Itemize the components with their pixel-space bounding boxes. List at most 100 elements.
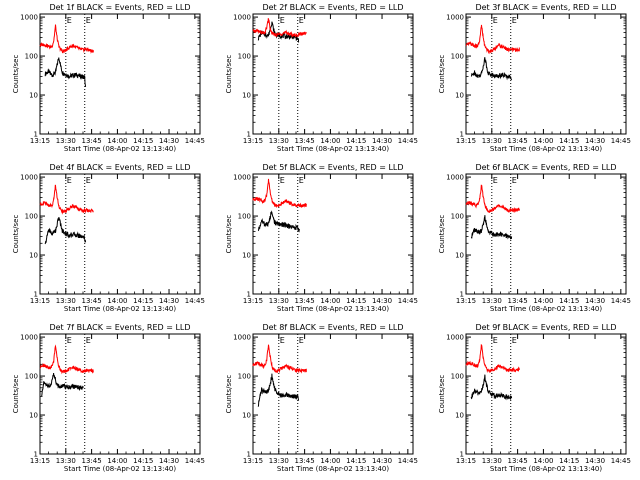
x-tick-label: 13:45 (295, 137, 315, 145)
series-lld-line (252, 178, 307, 209)
series-events-line (257, 373, 300, 407)
y-tick-label: 1 (247, 131, 251, 139)
x-tick-label: 14:15 (346, 457, 366, 465)
series-lld-line (39, 184, 94, 215)
x-tick-label: 13:45 (508, 137, 528, 145)
y-tick-label: 1 (247, 291, 251, 299)
y-tick-label: 1000 (20, 14, 38, 22)
x-tick-label: 14:45 (398, 297, 418, 305)
panel-det-8: Det 8f BLACK = Events, RED = LLD 1 10 100 10… (225, 323, 418, 473)
y-tick-label: 1 (34, 451, 38, 459)
x-tick-label: 13:45 (295, 457, 315, 465)
plot-frame (252, 13, 414, 135)
y-axis-label: Counts/sec (12, 375, 20, 414)
plot-frame (39, 13, 201, 135)
y-axis-label: Counts/sec (225, 375, 233, 414)
x-tick-label: 14:15 (346, 297, 366, 305)
x-tick-label: 13:30 (56, 457, 76, 465)
y-tick-label: 100 (238, 213, 251, 221)
series-events-line (41, 372, 84, 397)
x-tick-label: 13:15 (243, 137, 263, 145)
x-axis-label: Start Time (08-Apr-02 13:13:40) (490, 305, 602, 313)
y-tick-label: 1000 (20, 334, 38, 342)
interval-flag-label: E (280, 336, 285, 345)
x-tick-label: 14:15 (346, 137, 366, 145)
x-axis-label: Start Time (08-Apr-02 13:13:40) (277, 145, 389, 153)
interval-flag-label: E (86, 176, 91, 185)
y-tick-label: 10 (242, 92, 251, 100)
series-events-line (470, 215, 513, 240)
x-tick-label: 14:45 (611, 457, 631, 465)
y-tick-label: 1000 (446, 14, 464, 22)
interval-flag-label: E (67, 336, 72, 345)
x-tick-label: 14:00 (107, 457, 127, 465)
panel-det-2: Det 2f BLACK = Events, RED = LLD 1 10 100 10… (225, 3, 418, 153)
x-tick-label: 13:30 (269, 297, 289, 305)
x-tick-label: 14:45 (398, 457, 418, 465)
plot-frame (39, 333, 201, 455)
x-tick-label: 14:00 (320, 137, 340, 145)
plot-frame (39, 173, 201, 295)
x-tick-label: 14:30 (159, 137, 179, 145)
x-tick-label: 14:30 (585, 297, 605, 305)
x-tick-label: 13:15 (456, 457, 476, 465)
y-tick-label: 1 (247, 451, 251, 459)
plot-frame (465, 333, 627, 455)
x-tick-label: 14:45 (398, 137, 418, 145)
series-lld-line (39, 24, 94, 54)
x-axis-label: Start Time (08-Apr-02 13:13:40) (490, 465, 602, 473)
series-lld-line (465, 24, 520, 55)
panel-title: Det 7f BLACK = Events, RED = LLD (49, 323, 190, 332)
x-tick-label: 14:30 (372, 137, 392, 145)
x-tick-label: 14:45 (185, 137, 205, 145)
series-events-line (44, 217, 87, 245)
y-tick-label: 100 (451, 373, 464, 381)
panel-det-3: Det 3f BLACK = Events, RED = LLD 1 10 100 10… (438, 3, 631, 153)
y-tick-label: 1 (460, 451, 464, 459)
plot-frame (252, 333, 414, 455)
x-axis-label: Start Time (08-Apr-02 13:13:40) (490, 145, 602, 153)
x-tick-label: 13:45 (82, 137, 102, 145)
panel-det-4: Det 4f BLACK = Events, RED = LLD 1 10 100 10… (12, 163, 205, 313)
interval-flag-label: E (86, 336, 91, 345)
x-axis-label: Start Time (08-Apr-02 13:13:40) (64, 465, 176, 473)
y-axis-label: Counts/sec (438, 55, 446, 94)
x-tick-label: 13:15 (243, 297, 263, 305)
y-tick-label: 100 (25, 53, 38, 61)
series-lld-line (39, 344, 94, 375)
x-tick-label: 13:30 (269, 137, 289, 145)
x-tick-label: 13:15 (456, 297, 476, 305)
x-tick-label: 13:30 (482, 137, 502, 145)
series-events-line (257, 210, 300, 233)
interval-flag-label: E (86, 16, 91, 25)
x-tick-label: 14:00 (533, 297, 553, 305)
y-tick-label: 1 (34, 291, 38, 299)
x-tick-label: 14:15 (133, 457, 153, 465)
y-tick-label: 100 (238, 53, 251, 61)
y-tick-label: 100 (25, 213, 38, 221)
y-tick-label: 1 (34, 131, 38, 139)
series-events-line (470, 57, 513, 81)
y-tick-label: 10 (455, 252, 464, 260)
panel-det-9: Det 9f BLACK = Events, RED = LLD 1 10 100 10… (438, 323, 631, 473)
x-tick-label: 14:00 (107, 137, 127, 145)
series-events-line (470, 374, 513, 401)
x-tick-label: 14:30 (159, 297, 179, 305)
y-tick-label: 10 (29, 92, 38, 100)
y-tick-label: 100 (238, 373, 251, 381)
y-tick-label: 1000 (233, 14, 251, 22)
x-tick-label: 14:30 (372, 297, 392, 305)
series-lld-line (465, 184, 520, 213)
interval-flag-label: E (493, 336, 498, 345)
y-tick-label: 1000 (233, 334, 251, 342)
x-tick-label: 14:15 (559, 457, 579, 465)
panel-title: Det 9f BLACK = Events, RED = LLD (475, 323, 616, 332)
x-tick-label: 13:15 (456, 137, 476, 145)
panel-det-6: Det 6f BLACK = Events, RED = LLD 1 10 100 10… (438, 163, 631, 313)
y-axis-label: Counts/sec (438, 375, 446, 414)
panel-title: Det 1f BLACK = Events, RED = LLD (49, 3, 190, 12)
y-axis-label: Counts/sec (12, 215, 20, 254)
x-axis-label: Start Time (08-Apr-02 13:13:40) (64, 145, 176, 153)
y-tick-label: 1000 (446, 334, 464, 342)
y-tick-label: 10 (242, 412, 251, 420)
